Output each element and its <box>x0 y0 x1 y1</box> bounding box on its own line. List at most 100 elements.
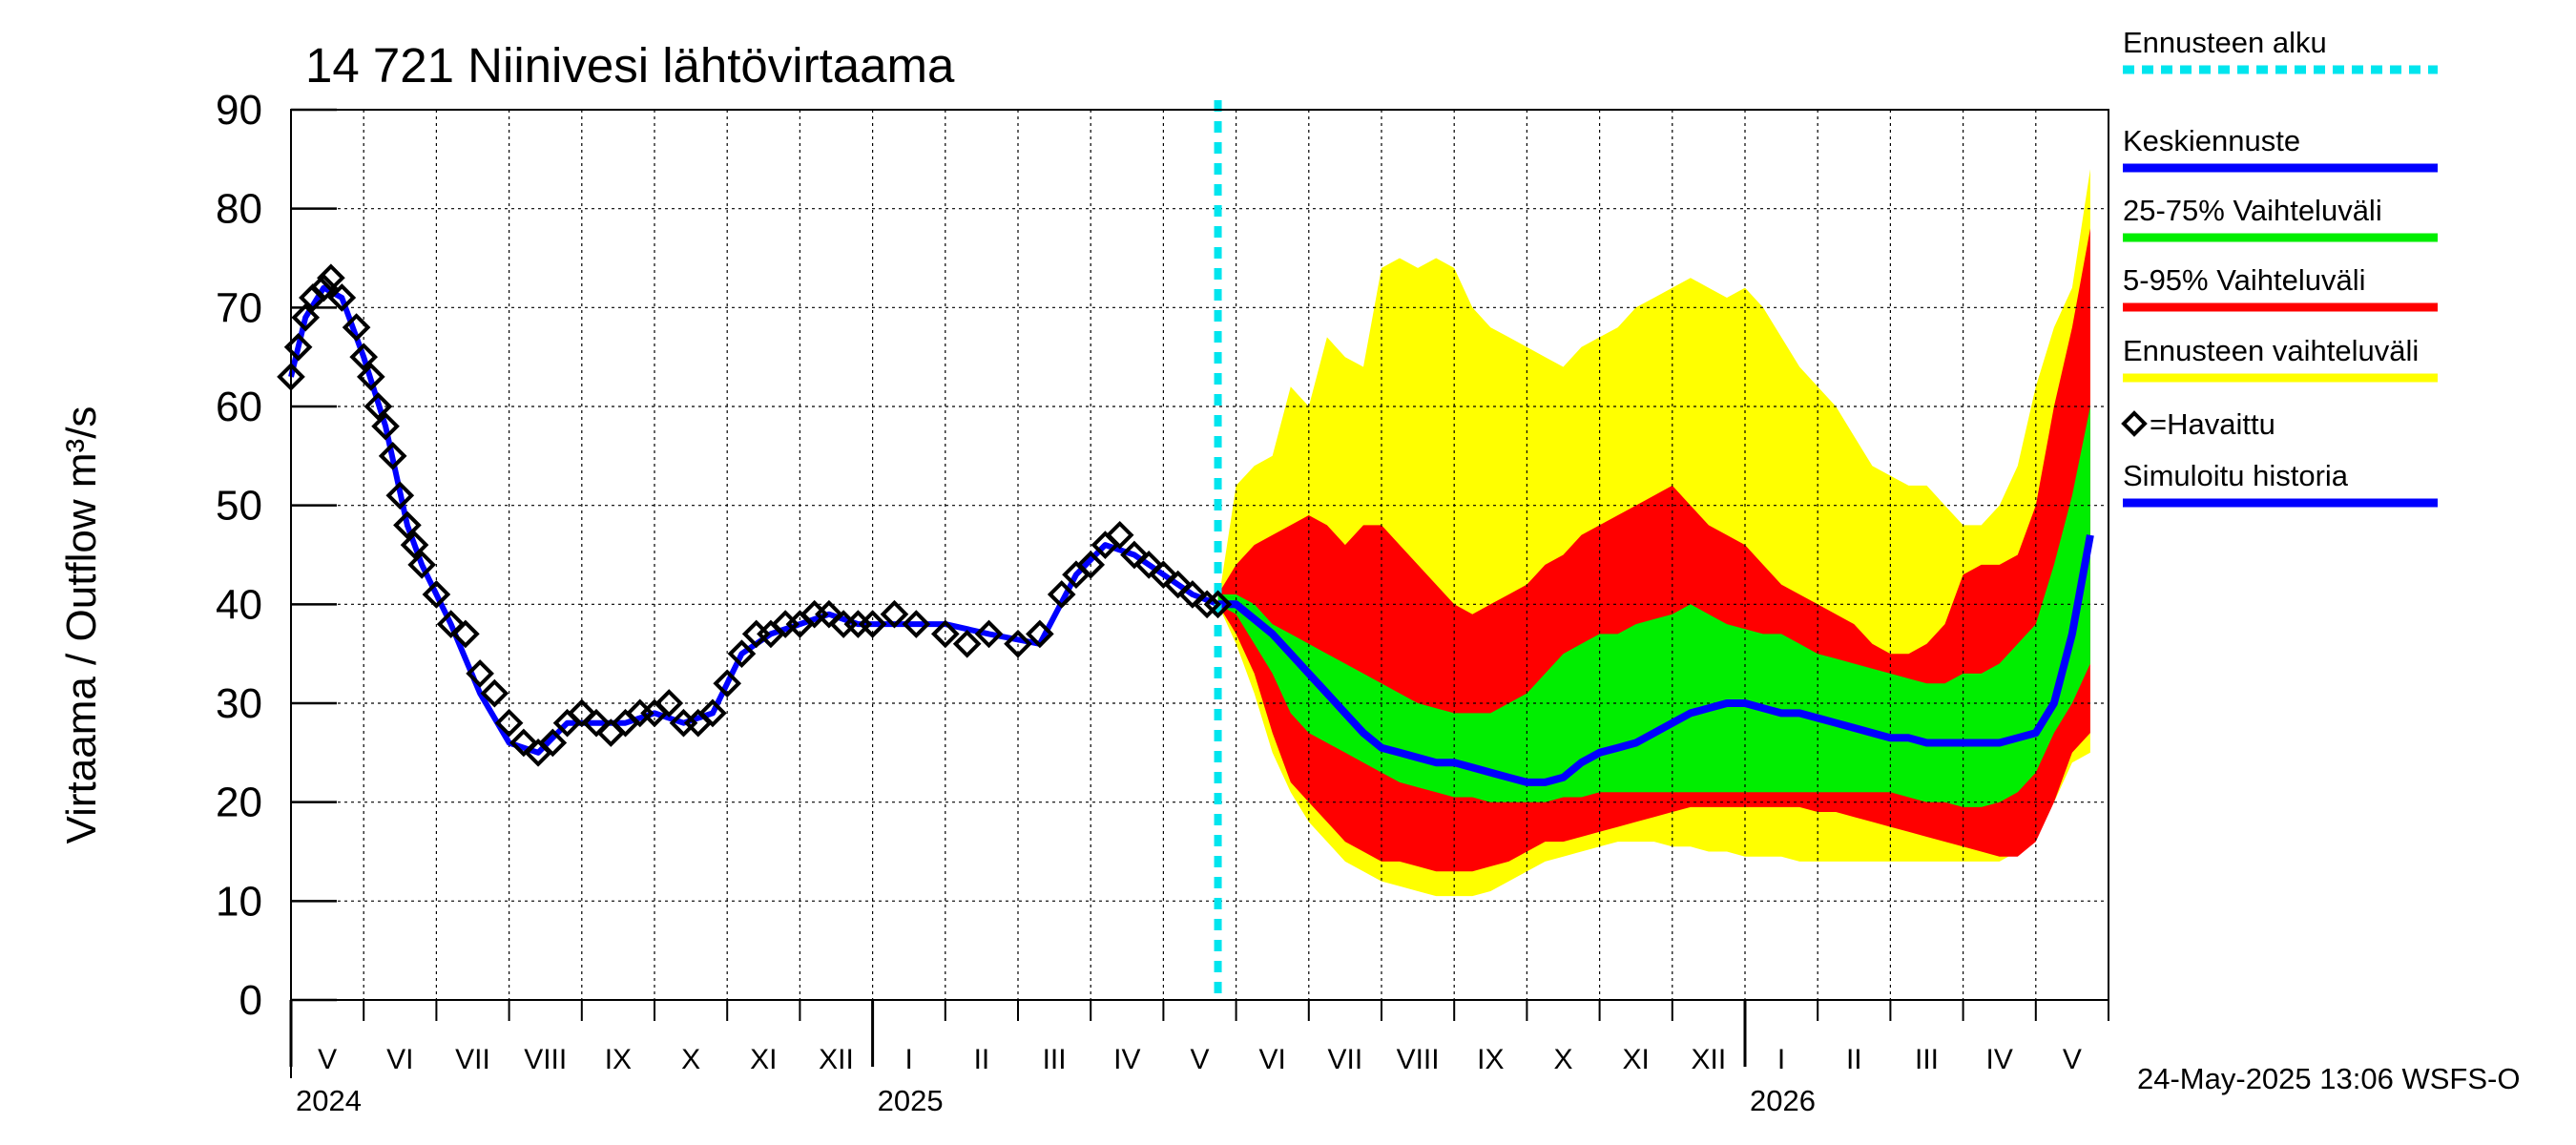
legend-marker <box>2121 410 2148 437</box>
observed-point <box>393 510 422 540</box>
observed-point <box>451 619 480 649</box>
y-tick-label: 0 <box>239 977 262 1024</box>
observed-point <box>713 669 742 698</box>
observed-point <box>1193 590 1221 619</box>
observed-point <box>1163 570 1193 599</box>
observed-point <box>309 273 339 302</box>
observed-point <box>317 263 345 293</box>
x-tick-label: III <box>1915 1044 1939 1075</box>
observed-point <box>327 283 357 312</box>
observed-point <box>1178 580 1207 609</box>
x-tick-label: IV <box>1986 1044 2013 1075</box>
observed-point <box>407 551 436 579</box>
x-tick-label: XII <box>1692 1044 1727 1075</box>
observed-point <box>509 728 538 758</box>
series-lines <box>288 100 2094 1002</box>
observed-point <box>1120 540 1149 570</box>
observed-point <box>1134 551 1163 579</box>
observed-point <box>930 619 960 649</box>
x-tick-label: VII <box>455 1044 490 1075</box>
x-tick-label: VI <box>1259 1044 1286 1075</box>
x-tick-label: V <box>1190 1044 1209 1075</box>
x-tick-label: X <box>681 1044 700 1075</box>
median-forecast-line <box>1217 534 2094 786</box>
observed-point <box>480 678 509 708</box>
footer-timestamp: 24-May-2025 13:06 WSFS-O <box>2137 1062 2520 1095</box>
y-tick-label: 60 <box>216 384 262 430</box>
observed-point <box>880 599 909 629</box>
observed-point <box>1047 580 1076 609</box>
simulated-history-line <box>288 284 1219 756</box>
x-tick-label: VIII <box>1397 1044 1440 1075</box>
observed-point <box>567 698 596 728</box>
legend: Ennusteen alku Keskiennuste 25-75% Vaihtel… <box>2121 26 2438 508</box>
observed-point <box>582 708 611 738</box>
legend-label: Keskiennuste <box>2123 124 2300 157</box>
y-tick-label: 10 <box>216 878 262 925</box>
x-tick-label: IV <box>1113 1044 1140 1075</box>
y-tick-label: 40 <box>216 581 262 628</box>
y-tick-label: 50 <box>216 483 262 530</box>
year-label: 2026 <box>1750 1084 1816 1117</box>
legend-label: Simuloitu historia <box>2123 459 2349 492</box>
x-tick-label: II <box>974 1044 990 1075</box>
observed-point <box>342 313 371 342</box>
observed-point <box>1004 629 1032 658</box>
y-tick-label: 80 <box>216 186 262 233</box>
observed-point <box>727 639 757 668</box>
observed-point <box>400 531 429 559</box>
x-tick-label: I <box>905 1044 913 1075</box>
observed-point <box>538 728 568 758</box>
observed-point <box>385 481 415 510</box>
year-label: 2025 <box>878 1084 944 1117</box>
year-label: 2024 <box>296 1084 362 1117</box>
observed-point <box>494 708 524 738</box>
observed-point <box>698 698 727 728</box>
x-tick-label: IX <box>1477 1044 1504 1075</box>
chart-title: 14 721 Niinivesi lähtövirtaama <box>305 38 955 93</box>
x-tick-label: X <box>1553 1044 1572 1075</box>
x-tick-label: IX <box>605 1044 632 1075</box>
x-tick-label: III <box>1043 1044 1067 1075</box>
y-tick-label: 20 <box>216 780 262 826</box>
legend-label: 25-75% Vaihteluväli <box>2123 194 2382 227</box>
y-tick-label: 90 <box>216 87 262 134</box>
y-axis-label: Virtaama / Outflow m³/s <box>58 406 105 844</box>
x-tick-label: VI <box>386 1044 413 1075</box>
band-25-75 <box>1217 406 2090 807</box>
observed-point <box>902 610 931 638</box>
observed-point <box>1203 590 1233 619</box>
x-tick-label: V <box>2063 1044 2082 1075</box>
observed-point <box>1149 560 1178 590</box>
observed-point <box>371 411 400 441</box>
observed-point <box>1026 619 1054 649</box>
x-tick-label: I <box>1777 1044 1785 1075</box>
x-tick-label: II <box>1846 1044 1862 1075</box>
observed-point <box>349 343 379 371</box>
legend-label: Ennusteen alku <box>2123 26 2327 59</box>
observed-point <box>974 619 1004 649</box>
observed-point <box>1076 551 1106 579</box>
observed-markers <box>277 263 1233 767</box>
y-tick-label: 30 <box>216 680 262 727</box>
legend-label: =Havaittu <box>2150 407 2275 441</box>
observed-point <box>858 610 887 638</box>
y-tick-label: 70 <box>216 284 262 331</box>
x-tick-label: V <box>318 1044 337 1075</box>
x-tick-label: XII <box>819 1044 854 1075</box>
observed-point <box>378 442 407 470</box>
x-tick-label: XI <box>1623 1044 1650 1075</box>
observed-point <box>1105 520 1134 550</box>
x-tick-label: VIII <box>524 1044 567 1075</box>
observed-point <box>291 302 321 332</box>
observed-point <box>422 580 451 609</box>
observed-point <box>466 659 494 688</box>
forecast-bands <box>1217 169 2090 897</box>
observed-point <box>356 363 385 391</box>
x-tick-label: VII <box>1328 1044 1363 1075</box>
observed-point <box>364 392 393 421</box>
plot-frame <box>290 109 2109 1001</box>
legend-label: Ennusteen vaihteluväli <box>2123 334 2419 367</box>
